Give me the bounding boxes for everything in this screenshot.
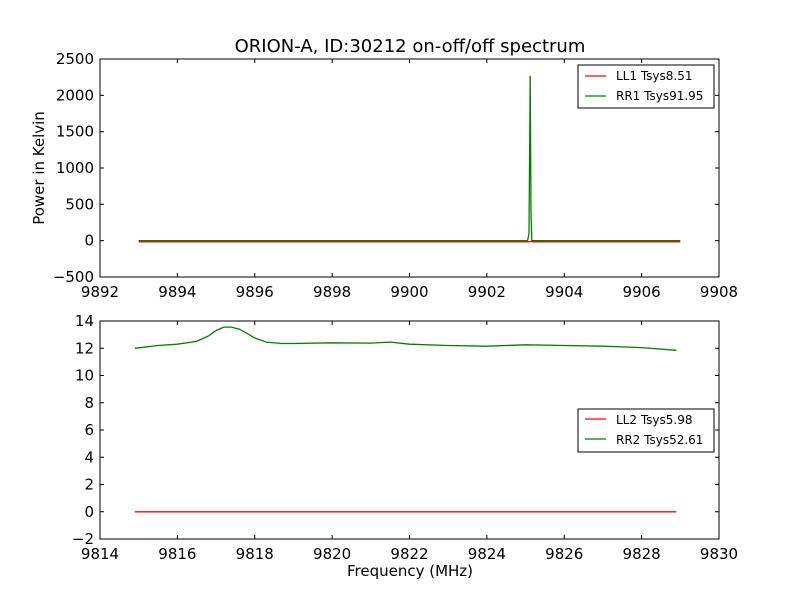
bottom-chart-y-tick-label: 6 bbox=[84, 421, 94, 439]
bottom-chart-y-tick-label: 10 bbox=[75, 367, 94, 385]
top-chart-title: ORION-A, ID:30212 on-off/off spectrum bbox=[235, 36, 586, 57]
bottom-chart-x-tick-label: 9824 bbox=[468, 545, 506, 563]
bottom-chart-x-tick-label: 9818 bbox=[236, 545, 274, 563]
bottom-chart-x-tick-label: 9826 bbox=[545, 545, 583, 563]
bottom-chart-x-tick-label: 9822 bbox=[390, 545, 428, 563]
bottom-chart-y-tick-label: 14 bbox=[75, 312, 94, 330]
top-chart-y-tick-label: 1500 bbox=[56, 123, 94, 141]
legend-label-rr1: RR1 Tsys91.95 bbox=[616, 89, 703, 103]
bottom-chart-series-2-line bbox=[135, 327, 677, 350]
top-chart-x-tick-label: 9900 bbox=[390, 283, 428, 301]
bottom-chart-x-axis-label: Frequency (MHz) bbox=[347, 562, 473, 580]
top-chart-y-tick-label: 1000 bbox=[56, 159, 94, 177]
bottom-chart-y-tick-label: 8 bbox=[84, 394, 94, 412]
legend-label-ll1: LL1 Tsys8.51 bbox=[616, 69, 693, 83]
bottom-chart-x-tick-label: 9830 bbox=[700, 545, 738, 563]
top-chart-x-tick-label: 9896 bbox=[236, 283, 274, 301]
top-chart-y-axis-label: Power in Kelvin bbox=[30, 111, 48, 225]
top-chart-x-tick-label: 9902 bbox=[468, 283, 506, 301]
bottom-chart-y-tick-label: 4 bbox=[84, 448, 94, 466]
bottom-chart-y-tick-label: 12 bbox=[75, 339, 94, 357]
top-chart-legend: LL1 Tsys8.51 RR1 Tsys91.95 bbox=[578, 65, 714, 108]
bottom-chart-x-tick-label: 9828 bbox=[623, 545, 661, 563]
bottom-chart-legend: LL2 Tsys5.98 RR2 Tsys52.61 bbox=[578, 409, 714, 452]
bottom-chart-y-tick-label: 2 bbox=[84, 476, 94, 494]
top-chart-y-tick-label: 0 bbox=[84, 232, 94, 250]
legend-label-ll2: LL2 Tsys5.98 bbox=[616, 413, 693, 427]
top-chart-x-tick-label: 9894 bbox=[158, 283, 196, 301]
legend-label-rr2: RR2 Tsys52.61 bbox=[616, 433, 703, 447]
top-chart-y-tick-label: −500 bbox=[53, 268, 94, 286]
top-chart-y-tick-label: 2500 bbox=[56, 50, 94, 68]
top-chart-x-tick-label: 9904 bbox=[545, 283, 583, 301]
bottom-chart-x-tick-label: 9820 bbox=[313, 545, 351, 563]
bottom-chart-y-tick-label: 0 bbox=[84, 503, 94, 521]
bottom-chart-x-tick-label: 9816 bbox=[158, 545, 196, 563]
top-chart-y-tick-label: 500 bbox=[65, 195, 94, 213]
top-chart-x-tick-label: 9906 bbox=[623, 283, 661, 301]
bottom-chart-y-tick-label: −2 bbox=[72, 530, 94, 548]
top-chart-y-tick-label: 2000 bbox=[56, 86, 94, 104]
top-chart: ORION-A, ID:30212 on-off/off spectrum Po… bbox=[30, 36, 738, 301]
top-chart-x-tick-label: 9908 bbox=[700, 283, 738, 301]
top-chart-x-tick-label: 9898 bbox=[313, 283, 351, 301]
